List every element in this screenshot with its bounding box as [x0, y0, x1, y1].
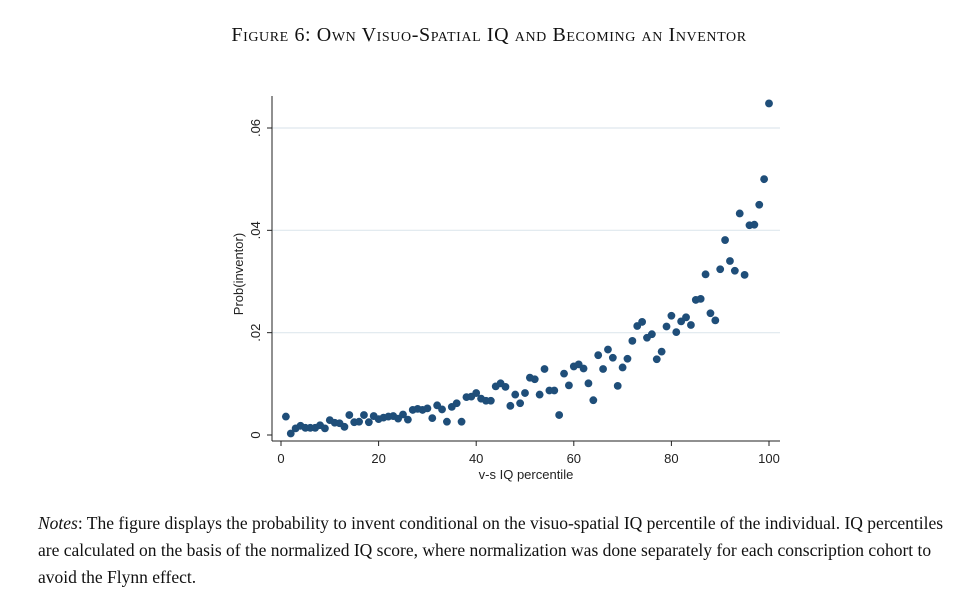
notes-text: : The figure displays the probability to… [38, 513, 944, 587]
x-axis-title: v-s IQ percentile [479, 467, 574, 482]
data-point [662, 322, 671, 331]
data-point [687, 321, 695, 329]
data-point [730, 266, 739, 275]
figure-title: Figure 6: Own Visuo-Spatial IQ and Becom… [231, 24, 747, 46]
data-point [701, 270, 710, 279]
data-point [696, 294, 705, 303]
data-point [399, 410, 407, 419]
data-point [530, 375, 539, 384]
data-point [457, 417, 466, 426]
y-tick-label: 0 [248, 431, 263, 438]
data-point [535, 390, 544, 399]
x-tick-label: 100 [758, 451, 780, 466]
data-point [281, 412, 290, 421]
data-point [403, 415, 412, 424]
data-point [599, 365, 607, 373]
data-point [726, 257, 734, 265]
y-axis-title: Prob(inventor) [231, 233, 246, 315]
data-point [521, 389, 529, 397]
data-point [623, 354, 632, 363]
data-point [560, 369, 568, 378]
data-point [765, 99, 773, 108]
data-point [452, 399, 461, 408]
data-point [647, 330, 656, 339]
data-point [604, 345, 612, 354]
data-point [706, 309, 715, 318]
x-tick-label: 0 [277, 451, 284, 466]
data-point [594, 351, 603, 360]
data-point [438, 405, 446, 414]
y-tick-label: .02 [248, 324, 263, 342]
data-point [472, 389, 481, 397]
ticks: 0 20 40 60 80 100 0 .02 .04 .06 [248, 119, 780, 466]
data-point [501, 383, 510, 391]
data-point [428, 414, 437, 423]
y-tick-label: .06 [248, 119, 263, 137]
data-point [340, 422, 349, 431]
data-point [506, 401, 515, 410]
data-point [608, 353, 617, 362]
data-point [550, 386, 559, 395]
data-point [628, 336, 637, 345]
data-point [721, 236, 729, 244]
data-point [423, 404, 432, 413]
data-point [364, 418, 373, 427]
data-point [355, 417, 363, 426]
x-tick-label: 80 [664, 451, 678, 466]
data-point [584, 379, 593, 388]
notes-label: Notes [38, 513, 78, 533]
data-point [652, 355, 661, 364]
data-point [486, 396, 495, 405]
data-points [281, 99, 773, 438]
data-point [760, 175, 769, 184]
data-point [321, 424, 329, 433]
data-point [511, 390, 520, 399]
grid-lines [272, 127, 780, 334]
data-point [579, 364, 588, 373]
axes [271, 96, 780, 442]
x-tick-label: 60 [567, 451, 581, 466]
data-point [540, 365, 549, 373]
data-point [555, 411, 564, 419]
figure-notes: Notes: The figure displays the probabili… [38, 510, 958, 591]
data-point [638, 318, 647, 326]
data-point [672, 328, 681, 337]
data-point [716, 265, 725, 274]
data-point [589, 396, 598, 405]
data-point [565, 381, 573, 390]
data-point [360, 411, 368, 419]
data-point [613, 381, 622, 390]
y-tick-label: .04 [248, 221, 263, 239]
data-point [740, 270, 749, 279]
data-point [667, 311, 676, 320]
data-point [618, 363, 627, 372]
scatter-chart: 0 20 40 60 80 100 0 .02 .04 .06 v-s IQ percentile… [231, 96, 780, 482]
data-point [443, 417, 451, 426]
data-point [711, 316, 720, 325]
x-tick-label: 40 [469, 451, 483, 466]
data-point [682, 313, 690, 322]
data-point [345, 411, 354, 419]
data-point [755, 200, 764, 209]
data-point [735, 209, 744, 218]
data-point [750, 220, 759, 229]
data-point [286, 429, 295, 438]
data-point [516, 399, 525, 408]
x-tick-label: 20 [371, 451, 385, 466]
data-point [657, 347, 666, 356]
